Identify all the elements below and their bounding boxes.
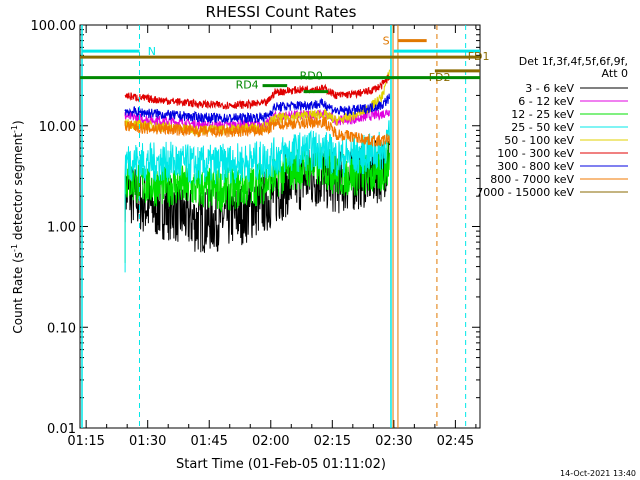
legend-label-7: 800 - 7000 keV	[490, 173, 574, 186]
x-tick-label: 02:30	[375, 434, 412, 449]
x-axis-label: Start Time (01-Feb-05 01:11:02)	[176, 457, 386, 472]
legend-label-4: 50 - 100 keV	[504, 134, 574, 147]
y-axis-label-end: )	[11, 120, 25, 125]
y-axis-label-mid: detector segment	[11, 133, 25, 244]
legend-label-0: 3 - 6 keV	[525, 82, 574, 95]
legend-label-5: 100 - 300 keV	[497, 147, 574, 160]
y-axis-label-sup1: -1	[10, 244, 19, 252]
x-tick-label: 02:15	[314, 434, 351, 449]
x-tick-label: 01:30	[129, 434, 166, 449]
legend-header-line-1: Det 1f,3f,4f,5f,6f,9f,	[519, 55, 628, 68]
y-tick-label: 10.00	[39, 120, 76, 135]
s-flag-label: S	[383, 35, 390, 48]
y-tick-label: 100.00	[31, 19, 77, 34]
legend: Det 1f,3f,4f,5f,6f,9f, Att 0 3 - 6 keV6 …	[476, 55, 628, 199]
y-axis-label: Count Rate (s-1 detector segment-1)	[10, 120, 25, 333]
series-line-5	[124, 74, 390, 110]
series-line-6	[124, 93, 390, 125]
legend-label-1: 6 - 12 keV	[518, 95, 574, 108]
rd0-flag-label: RD0	[300, 70, 323, 83]
legend-label-6: 300 - 800 keV	[497, 160, 574, 173]
series-line-4	[124, 69, 390, 136]
series-line-7	[124, 116, 390, 148]
rd4-flag-label: RD4	[236, 79, 259, 92]
y-axis-label-main: Count Rate (s	[11, 252, 25, 334]
y-tick-label: 0.01	[47, 422, 76, 437]
x-tick-label: 01:45	[190, 434, 227, 449]
series-line-3	[124, 120, 390, 273]
legend-label-8: 7000 - 15000 keV	[476, 186, 574, 199]
x-tick-label: 01:15	[67, 434, 104, 449]
y-axis-label-sup2: -1	[10, 125, 19, 133]
y-tick-label: 0.10	[47, 321, 76, 336]
x-tick-label: 02:45	[437, 434, 474, 449]
legend-label-2: 12 - 25 keV	[511, 108, 574, 121]
fd1-flag-label: FD1	[468, 50, 490, 63]
x-tick-label: 02:00	[252, 434, 289, 449]
svg-text:Count Rate (s-1 detector segme: Count Rate (s-1 detector segment-1)	[10, 120, 25, 333]
chart-title: RHESSI Count Rates	[206, 3, 357, 21]
n-flag-label: N	[148, 45, 156, 58]
y-tick-label: 1.00	[47, 221, 76, 236]
legend-header-line-2: Att 0	[602, 67, 628, 80]
legend-label-3: 25 - 50 keV	[511, 121, 574, 134]
footer-date: 14-Oct-2021 13:40	[560, 469, 636, 478]
